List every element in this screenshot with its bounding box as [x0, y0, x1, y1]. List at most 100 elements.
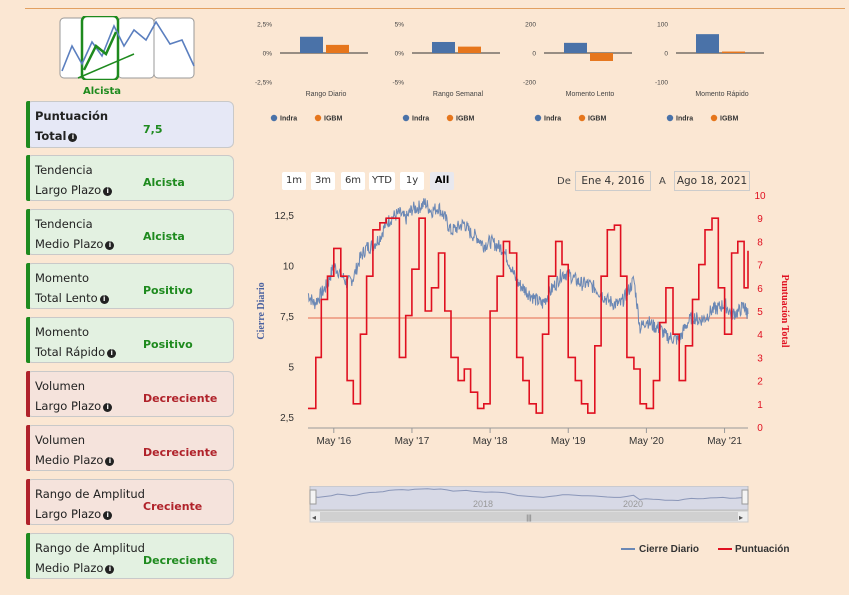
to-date-input[interactable]: Ago 18, 2021: [674, 171, 750, 191]
mini-ytick: 0: [664, 51, 668, 58]
panel-label-line1: Momento: [35, 271, 90, 285]
scroll-left-icon[interactable]: ◂: [312, 513, 316, 522]
panel-status-bar: [26, 155, 30, 201]
mini-legend-label[interactable]: Indra: [676, 116, 693, 123]
y2-tick-label: 5: [757, 307, 763, 318]
panel-7: Rango de Amplitud Largo Plazo i Creciente: [26, 479, 234, 525]
y2-axis-title: Puntuación Total: [779, 274, 790, 347]
mini-ytick: 5%: [395, 22, 405, 29]
y2-tick-label: 4: [757, 330, 763, 341]
scroll-grip-icon: |||: [526, 515, 532, 522]
info-icon[interactable]: i: [103, 511, 113, 520]
mini-ytick: -100: [655, 80, 668, 87]
y-tick-label: 5: [288, 362, 294, 373]
scrollbar-thumb[interactable]: [320, 512, 738, 521]
mini-legend-label[interactable]: IGBM: [456, 116, 474, 123]
mini-chart-title: Momento Lento: [566, 91, 615, 98]
navigator-series: [311, 488, 747, 502]
navigator-window[interactable]: [309, 486, 749, 511]
info-icon[interactable]: i: [107, 349, 117, 358]
mini-legend-label[interactable]: IGBM: [324, 116, 342, 123]
navigator-handle[interactable]: [741, 489, 749, 505]
mini-legend-label[interactable]: Indra: [280, 116, 297, 123]
panel-value: Positivo: [143, 338, 193, 351]
info-icon[interactable]: i: [105, 241, 115, 250]
panel-0: Puntuación Total i 7,5: [26, 101, 234, 148]
mini-legend-dot: [534, 114, 542, 122]
range-button-ytd[interactable]: YTD: [369, 172, 395, 190]
mini-ytick: 0%: [395, 51, 405, 58]
panel-status-bar: [26, 317, 30, 363]
mini-legend-label[interactable]: Indra: [544, 116, 561, 123]
trend-label: Alcista: [82, 86, 121, 97]
mini-legend-dot: [314, 114, 322, 122]
info-icon[interactable]: i: [103, 403, 113, 412]
range-button-1y[interactable]: 1y: [400, 172, 424, 190]
panel-status-bar: [26, 263, 30, 309]
range-button-3m[interactable]: 3m: [311, 172, 335, 190]
panel-label-line2: Largo Plazo: [35, 507, 102, 521]
series-cierre-diario[interactable]: [307, 198, 749, 345]
panel-5: Volumen Largo Plazo i Decreciente: [26, 371, 234, 417]
x-tick-label: May '21: [707, 436, 742, 447]
x-tick-label: May '17: [395, 436, 430, 447]
info-icon[interactable]: i: [103, 187, 113, 196]
y-tick-label: 10: [283, 262, 295, 273]
panel-8: Rango de Amplitud Medio Plazo i Decreciente: [26, 533, 234, 579]
x-tick-label: May '16: [316, 436, 351, 447]
range-button-all[interactable]: All: [430, 172, 454, 190]
mini-chart-title: Momento Rápido: [695, 91, 748, 98]
panel-label-line2: Total Lento: [35, 291, 98, 305]
y2-tick-label: 3: [757, 353, 763, 364]
mini-bar-igbm[interactable]: [458, 46, 481, 53]
info-icon[interactable]: i: [99, 295, 109, 304]
scroll-right-icon[interactable]: ▸: [739, 513, 743, 522]
panel-label-line2: Total Rápido: [35, 345, 106, 359]
legend-puntuacion-label: Puntuación: [735, 544, 789, 555]
mini-ytick: 2,5%: [257, 22, 272, 29]
panel-label-line2: Largo Plazo: [35, 183, 102, 197]
panel-2: Tendencia Medio Plazo i Alcista: [26, 209, 234, 255]
range-button-1m[interactable]: 1m: [282, 172, 306, 190]
panel-label-line1: Volumen: [35, 379, 86, 393]
main-chart[interactable]: 2,5 5 7,5 10 12,5 0 1 2 3 4 5 6 7 8 9 10 Cierre Diario Pu…: [250, 185, 790, 455]
mini-bar-igbm[interactable]: [326, 44, 349, 53]
panel-value: Positivo: [143, 284, 193, 297]
x-tick-label: May '20: [629, 436, 664, 447]
panel-3: Momento Total Lento i Positivo: [26, 263, 234, 309]
mini-bar-igbm[interactable]: [722, 51, 745, 53]
range-button-6m[interactable]: 6m: [341, 172, 365, 190]
mini-bar-indra[interactable]: [696, 34, 719, 53]
mini-legend-label[interactable]: IGBM: [720, 116, 738, 123]
legend-cierre-label: Cierre Diario: [639, 544, 699, 555]
top-divider: [25, 8, 845, 9]
x-tick-label: May '19: [551, 436, 586, 447]
y2-tick-label: 6: [757, 284, 763, 295]
mini-chart-3: 100 0 -100 Momento Rápido Indra IGBM: [655, 22, 764, 123]
navigator[interactable]: 2018 2020 ◂ ▸ |||: [308, 486, 750, 524]
mini-bar-indra[interactable]: [432, 41, 455, 53]
mini-ytick: 100: [657, 22, 668, 29]
navigator-handle[interactable]: [309, 489, 317, 505]
info-icon[interactable]: i: [105, 565, 115, 574]
from-date-input[interactable]: Ene 4, 2016: [575, 171, 651, 191]
mini-legend-label[interactable]: Indra: [412, 116, 429, 123]
panel-label-line1: Tendencia: [35, 217, 93, 231]
trend-chart-icon: [59, 16, 195, 80]
info-icon[interactable]: i: [105, 457, 115, 466]
panel-value: Creciente: [143, 500, 203, 513]
info-icon[interactable]: i: [68, 133, 78, 142]
mini-chart-0: 2,5% 0% -2,5% Rango Diario Indra IGBM: [255, 22, 368, 123]
series-puntuacion[interactable]: [308, 217, 749, 414]
mini-legend-label[interactable]: IGBM: [588, 116, 606, 123]
mini-legend-dot: [402, 114, 410, 122]
mini-bar-indra[interactable]: [564, 42, 587, 53]
y-tick-label: 2,5: [280, 413, 294, 424]
mini-legend-dot: [446, 114, 454, 122]
mini-bar-indra[interactable]: [300, 36, 323, 53]
panel-label-line2: Medio Plazo: [35, 237, 104, 251]
to-label: A: [659, 176, 666, 187]
panel-label-line2: Medio Plazo: [35, 453, 104, 467]
mini-bar-igbm[interactable]: [590, 53, 613, 61]
mini-legend-dot: [710, 114, 718, 122]
